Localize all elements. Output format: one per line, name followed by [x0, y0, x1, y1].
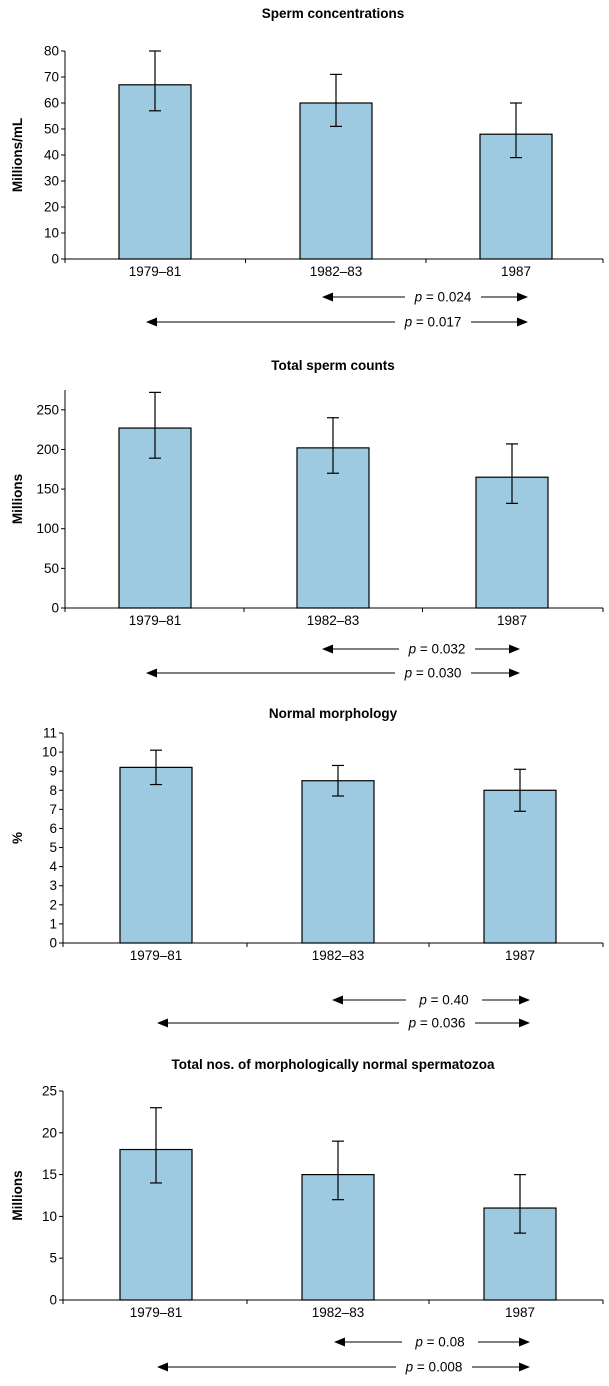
panel-3-p-value: = 0.036 [416, 1016, 465, 1031]
panel-2-category-label: 1979–81 [129, 613, 182, 628]
panel-2-title: Total sperm counts [271, 358, 395, 373]
panel-4-y-tick-label: 10 [42, 1209, 57, 1224]
panel-2-arrow-head-right [509, 668, 520, 678]
panel-3-y-axis-label: % [10, 832, 25, 844]
panel-3-bar [483, 789, 557, 944]
panel-3-arrow-head-left [332, 995, 343, 1005]
panel-1-category-label: 1987 [501, 264, 531, 279]
panel-4-y-tick-label: 20 [42, 1125, 57, 1140]
panel-1-bar [118, 84, 192, 260]
panel-2-y-tick-label: 0 [51, 601, 59, 616]
panel-2-y-tick-label: 200 [36, 442, 59, 457]
panel-2-p-value-label: p = 0.032 [408, 642, 466, 657]
panel-2-y-tick-label: 150 [36, 482, 59, 497]
panel-4-y-tick-label: 5 [49, 1251, 57, 1266]
panel-1-p-symbol: p [404, 315, 413, 330]
panel-3-y-tick-label: 6 [49, 821, 57, 836]
panel-4-p-symbol: p [414, 1335, 423, 1350]
panel-3-y-tick-label: 11 [43, 726, 57, 741]
panel-3-category-label: 1982–83 [312, 948, 365, 963]
panel-3-p-value-label: p = 0.40 [418, 993, 468, 1008]
panel-4-y-tick-label: 0 [49, 1293, 57, 1308]
panel-3-bar [301, 780, 375, 944]
panel-1-p-value-label: p = 0.024 [414, 290, 472, 305]
panel-4-y-tick-label: 15 [42, 1167, 57, 1182]
panel-2-category-label: 1982–83 [307, 613, 360, 628]
panel-3-y-tick-label: 7 [49, 802, 57, 817]
panel-2-y-tick-label: 100 [36, 521, 59, 536]
panel-3-y-tick-label: 0 [49, 936, 57, 951]
panel-2-arrow-head-left [146, 668, 157, 678]
panel-1-y-axis-label: Millions/mL [10, 118, 25, 192]
panel-2-arrow-head-left [322, 644, 333, 654]
panel-1-y-tick-label: 80 [44, 44, 59, 59]
panel-1-arrow-head-right [517, 292, 528, 302]
panel-1-y-tick-label: 20 [44, 200, 59, 215]
panel-1-y-tick-label: 70 [44, 70, 59, 85]
panel-3-title: Normal morphology [269, 706, 398, 721]
panel-3-p-symbol: p [408, 1016, 417, 1031]
panel-2-category-label: 1987 [497, 613, 527, 628]
panel-1-y-tick-label: 10 [44, 226, 59, 241]
panel-4-arrow-head-left [157, 1362, 168, 1372]
panel-3-arrow-head-left [157, 1018, 168, 1028]
panel-3-bar [119, 766, 193, 944]
panel-4-p-value-label: p = 0.08 [414, 1335, 464, 1350]
panel-2-bar [296, 447, 370, 609]
panel-4-arrow-head-right [519, 1362, 530, 1372]
panel-4-p-symbol: p [405, 1360, 414, 1375]
panel-2-p-symbol: p [408, 642, 417, 657]
panel-4-title: Total nos. of morphologically normal spe… [171, 1057, 495, 1072]
panel-4-p-value: = 0.08 [423, 1335, 465, 1350]
panel-3-category-label: 1987 [505, 948, 535, 963]
panel-1-arrow-head-left [322, 292, 333, 302]
panel-4-category-label: 1982–83 [312, 1305, 365, 1320]
panel-3-p-value-label: p = 0.036 [408, 1016, 466, 1031]
panel-3-y-tick-label: 9 [49, 764, 57, 779]
panel-1-y-tick-label: 40 [44, 148, 59, 163]
panel-3-y-tick-label: 2 [49, 897, 57, 912]
panel-4-p-value-label: p = 0.008 [405, 1360, 463, 1375]
panel-3-arrow-head-right [519, 1018, 530, 1028]
panel-1-category-label: 1982–83 [310, 264, 363, 279]
panel-1-p-symbol: p [414, 290, 423, 305]
panel-2-arrow-head-right [509, 644, 520, 654]
panel-2-y-axis-label: Millions [10, 474, 25, 524]
panel-4-category-label: 1979–81 [130, 1305, 183, 1320]
panel-2-p-value-label: p = 0.030 [404, 666, 462, 681]
panel-2-p-value: = 0.030 [412, 666, 461, 681]
panel-3-y-tick-label: 3 [49, 878, 57, 893]
panel-4-p-value: = 0.008 [413, 1360, 462, 1375]
panel-3-y-tick-label: 5 [49, 840, 57, 855]
panel-1-p-value: = 0.024 [422, 290, 472, 305]
panel-4-arrow-head-left [334, 1337, 345, 1347]
panel-1-category-label: 1979–81 [129, 264, 182, 279]
panel-1-p-value: = 0.017 [412, 315, 461, 330]
panel-3-arrow-head-right [519, 995, 530, 1005]
panel-4-category-label: 1987 [505, 1305, 535, 1320]
panel-1-y-tick-label: 60 [44, 96, 59, 111]
panel-1-y-tick-label: 50 [44, 122, 59, 137]
panel-3-y-tick-label: 1 [49, 916, 57, 931]
panel-1-y-tick-label: 30 [44, 174, 59, 189]
panel-1-arrow-head-right [517, 317, 528, 327]
panel-3-y-tick-label: 4 [49, 859, 57, 874]
panel-2-y-tick-label: 250 [36, 402, 59, 417]
panel-4-y-axis-label: Millions [10, 1170, 25, 1220]
panel-4-arrow-head-right [519, 1337, 530, 1347]
panel-1-p-value-label: p = 0.017 [404, 315, 462, 330]
panel-1-arrow-head-left [146, 317, 157, 327]
panel-3-y-tick-label: 8 [49, 783, 57, 798]
panel-2-y-tick-label: 50 [44, 561, 59, 576]
panel-3-y-tick-label: 10 [42, 745, 57, 760]
panel-1-title: Sperm concentrations [262, 6, 405, 21]
panel-4-y-tick-label: 25 [42, 1084, 57, 1099]
panel-3-p-symbol: p [418, 993, 427, 1008]
panel-3-category-label: 1979–81 [130, 948, 183, 963]
panel-1-y-tick-label: 0 [51, 252, 59, 267]
panel-2-p-value: = 0.032 [416, 642, 465, 657]
panel-2-p-symbol: p [404, 666, 413, 681]
panel-3-p-value: = 0.40 [427, 993, 469, 1008]
